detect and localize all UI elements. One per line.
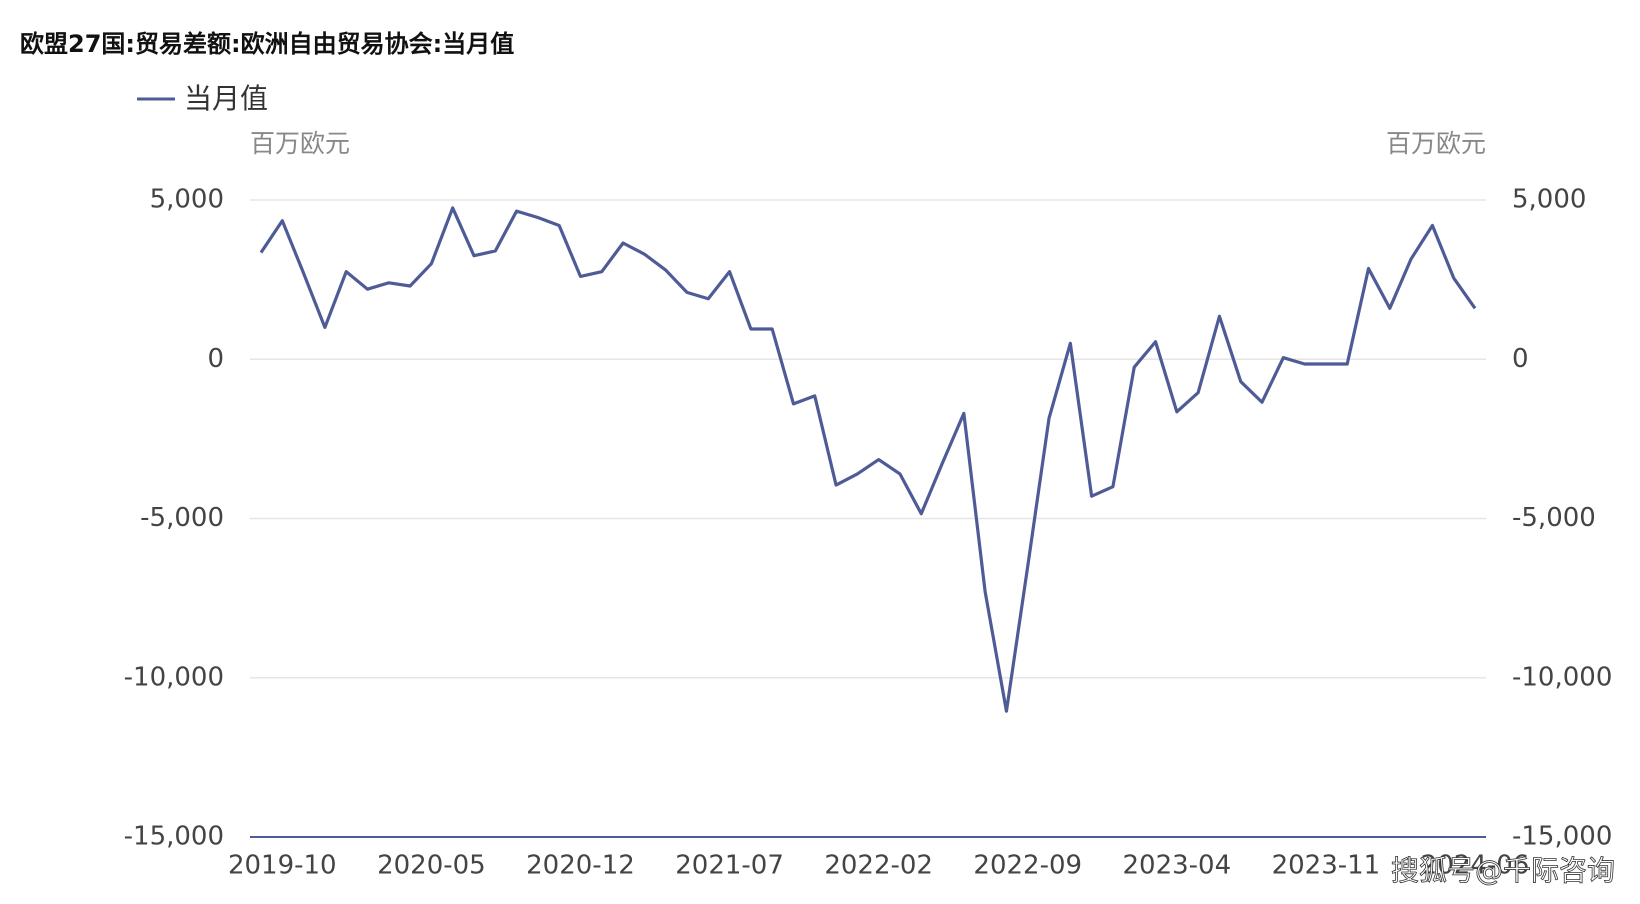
x-tick-label: 2020-05	[377, 851, 486, 881]
x-tick-label: 2021-07	[675, 851, 784, 881]
y-tick-label: 0	[207, 344, 224, 374]
chart-title: 欧盟27国:贸易差额:欧洲自由贸易协会:当月值	[20, 30, 514, 58]
y-axis-unit: 百万欧元	[250, 129, 350, 158]
y-tick-label: -5,000	[140, 503, 224, 533]
x-tick-label: 2020-12	[526, 851, 635, 881]
x-tick-label: 2024-06	[1421, 851, 1530, 881]
series-line	[259, 206, 1477, 713]
y2-tick-label: 0	[1512, 344, 1529, 374]
x-tick-label: 2022-02	[824, 851, 933, 881]
y-tick-label: -10,000	[124, 662, 224, 692]
y2-tick-label: -15,000	[1512, 822, 1612, 852]
x-tick-label: 2023-11	[1272, 851, 1381, 881]
y2-tick-label: 5,000	[1512, 185, 1586, 215]
x-tick-label: 2022-09	[973, 851, 1082, 881]
legend-label: 当月值	[184, 82, 268, 115]
y2-tick-label: -5,000	[1512, 503, 1596, 533]
watermark: 搜狐号@千际咨询	[1391, 854, 1615, 887]
y-tick-label: -15,000	[124, 822, 224, 852]
x-tick-label: 2023-04	[1123, 851, 1232, 881]
y-tick-label: 5,000	[150, 185, 224, 215]
y2-axis-unit: 百万欧元	[1386, 129, 1486, 158]
y2-tick-label: -10,000	[1512, 662, 1612, 692]
x-tick-label: 2019-10	[228, 851, 337, 881]
